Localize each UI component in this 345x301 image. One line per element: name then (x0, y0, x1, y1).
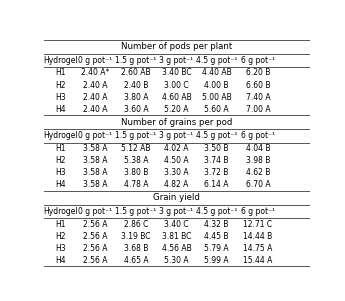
Text: 2.56 A: 2.56 A (83, 232, 108, 240)
Text: 0 g pot⁻¹: 0 g pot⁻¹ (78, 207, 112, 216)
Text: 3.00 C: 3.00 C (164, 81, 189, 89)
Text: H2: H2 (55, 232, 65, 240)
Text: 14.75 A: 14.75 A (243, 244, 273, 253)
Text: 4.78 A: 4.78 A (124, 180, 148, 189)
Text: 4.50 A: 4.50 A (164, 156, 189, 165)
Text: 2.40 A: 2.40 A (83, 93, 108, 101)
Text: 3.68 B: 3.68 B (124, 244, 148, 253)
Text: 4.5 g pot⁻¹: 4.5 g pot⁻¹ (196, 56, 237, 65)
Text: 5.99 A: 5.99 A (204, 256, 229, 265)
Text: 6.20 B: 6.20 B (246, 68, 270, 77)
Text: 2.40 A*: 2.40 A* (81, 68, 109, 77)
Text: H3: H3 (55, 93, 66, 101)
Text: H2: H2 (55, 156, 65, 165)
Text: 15.44 A: 15.44 A (243, 256, 273, 265)
Text: 4.45 B: 4.45 B (204, 232, 229, 240)
Text: 3.81 BC: 3.81 BC (162, 232, 191, 240)
Text: 3 g pot⁻¹: 3 g pot⁻¹ (159, 56, 194, 65)
Text: 3.80 B: 3.80 B (124, 168, 148, 177)
Text: 4.65 A: 4.65 A (124, 256, 148, 265)
Text: 3.58 A: 3.58 A (83, 168, 108, 177)
Text: 4.62 B: 4.62 B (246, 168, 270, 177)
Text: 4.5 g pot⁻¹: 4.5 g pot⁻¹ (196, 131, 237, 140)
Text: 12.71 C: 12.71 C (243, 220, 273, 228)
Text: 2.40 B: 2.40 B (124, 81, 148, 89)
Text: 2.60 AB: 2.60 AB (121, 68, 151, 77)
Text: 3.98 B: 3.98 B (246, 156, 270, 165)
Text: 4.56 AB: 4.56 AB (161, 244, 191, 253)
Text: 2.40 A: 2.40 A (83, 105, 108, 114)
Text: 3.40 C: 3.40 C (164, 220, 189, 228)
Text: 3.58 A: 3.58 A (83, 180, 108, 189)
Text: 1.5 g pot⁻¹: 1.5 g pot⁻¹ (116, 56, 157, 65)
Text: H2: H2 (55, 81, 65, 89)
Text: H1: H1 (55, 144, 65, 153)
Text: 0 g pot⁻¹: 0 g pot⁻¹ (78, 56, 112, 65)
Text: H1: H1 (55, 68, 65, 77)
Text: 14.44 B: 14.44 B (243, 232, 273, 240)
Text: 2.56 A: 2.56 A (83, 220, 108, 228)
Text: 4.60 AB: 4.60 AB (161, 93, 191, 101)
Text: 4.5 g pot⁻¹: 4.5 g pot⁻¹ (196, 207, 237, 216)
Text: 5.30 A: 5.30 A (164, 256, 189, 265)
Text: 1.5 g pot⁻¹: 1.5 g pot⁻¹ (116, 207, 157, 216)
Text: 3.50 B: 3.50 B (204, 144, 229, 153)
Text: Number of grains per pod: Number of grains per pod (121, 118, 233, 127)
Text: 5.12 AB: 5.12 AB (121, 144, 151, 153)
Text: 5.20 A: 5.20 A (164, 105, 189, 114)
Text: 6 g pot⁻¹: 6 g pot⁻¹ (241, 131, 275, 140)
Text: H4: H4 (55, 105, 66, 114)
Text: H4: H4 (55, 180, 66, 189)
Text: 3.74 B: 3.74 B (204, 156, 229, 165)
Text: 7.40 A: 7.40 A (246, 93, 270, 101)
Text: 4.04 B: 4.04 B (246, 144, 270, 153)
Text: 5.60 A: 5.60 A (204, 105, 229, 114)
Text: H1: H1 (55, 220, 65, 228)
Text: H3: H3 (55, 244, 66, 253)
Text: 1.5 g pot⁻¹: 1.5 g pot⁻¹ (116, 131, 157, 140)
Text: 0 g pot⁻¹: 0 g pot⁻¹ (78, 131, 112, 140)
Text: 3.60 A: 3.60 A (124, 105, 148, 114)
Text: 2.86 C: 2.86 C (124, 220, 148, 228)
Text: Number of pods per plant: Number of pods per plant (121, 42, 233, 51)
Text: 5.00 AB: 5.00 AB (201, 93, 231, 101)
Text: 4.82 A: 4.82 A (164, 180, 189, 189)
Text: Grain yield: Grain yield (154, 193, 200, 202)
Text: 3.58 A: 3.58 A (83, 144, 108, 153)
Text: 5.79 A: 5.79 A (204, 244, 229, 253)
Text: 6.70 A: 6.70 A (246, 180, 270, 189)
Text: 7.00 A: 7.00 A (246, 105, 270, 114)
Text: 2.56 A: 2.56 A (83, 244, 108, 253)
Text: 4.40 AB: 4.40 AB (201, 68, 231, 77)
Text: 3 g pot⁻¹: 3 g pot⁻¹ (159, 131, 194, 140)
Text: 4.32 B: 4.32 B (204, 220, 229, 228)
Text: 6.60 B: 6.60 B (246, 81, 270, 89)
Text: 4.00 B: 4.00 B (204, 81, 229, 89)
Text: 3.58 A: 3.58 A (83, 156, 108, 165)
Text: 6 g pot⁻¹: 6 g pot⁻¹ (241, 56, 275, 65)
Text: 2.40 A: 2.40 A (83, 81, 108, 89)
Text: 3 g pot⁻¹: 3 g pot⁻¹ (159, 207, 194, 216)
Text: 2.56 A: 2.56 A (83, 256, 108, 265)
Text: 3.72 B: 3.72 B (204, 168, 229, 177)
Text: 3.19 BC: 3.19 BC (121, 232, 151, 240)
Text: H4: H4 (55, 256, 66, 265)
Text: Hydrogel: Hydrogel (43, 131, 77, 140)
Text: Hydrogel: Hydrogel (43, 207, 77, 216)
Text: Hydrogel: Hydrogel (43, 56, 77, 65)
Text: H3: H3 (55, 168, 66, 177)
Text: 5.38 A: 5.38 A (124, 156, 148, 165)
Text: 6.14 A: 6.14 A (204, 180, 229, 189)
Text: 3.80 A: 3.80 A (124, 93, 148, 101)
Text: 3.30 A: 3.30 A (164, 168, 189, 177)
Text: 6 g pot⁻¹: 6 g pot⁻¹ (241, 207, 275, 216)
Text: 4.02 A: 4.02 A (164, 144, 189, 153)
Text: 3.40 BC: 3.40 BC (161, 68, 191, 77)
